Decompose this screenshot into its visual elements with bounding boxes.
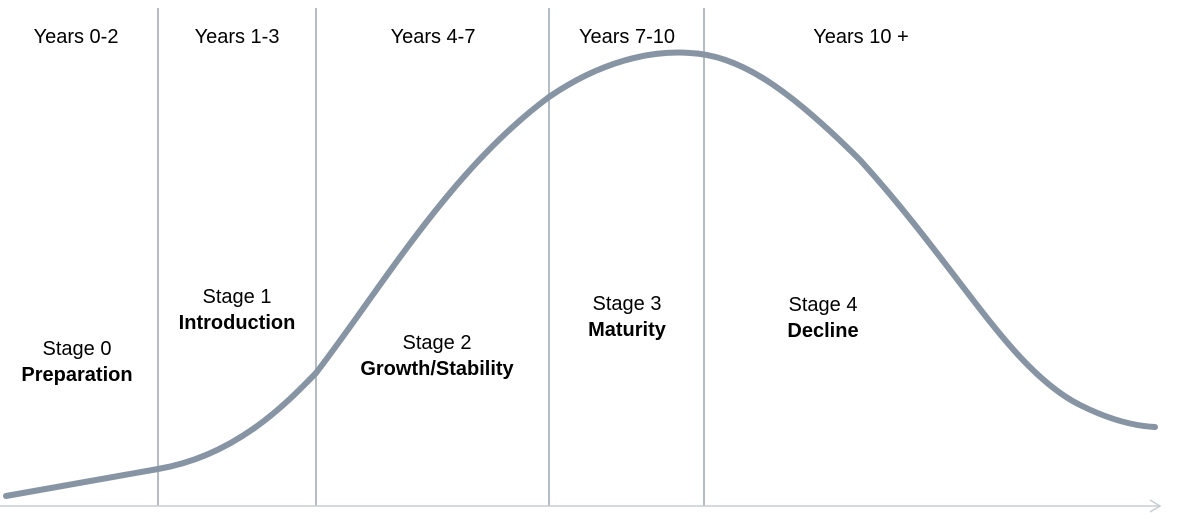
stage-0-number: Stage 0: [42, 338, 112, 360]
stage-2-name: Growth/Stability: [360, 358, 514, 380]
stage-3-name: Maturity: [588, 319, 666, 341]
stage-1-number: Stage 1: [202, 286, 272, 308]
stage-4-label: Stage 4 Decline: [787, 292, 858, 344]
stage-0-name: Preparation: [21, 364, 133, 386]
period-label-years-1-3: Years 1-3: [194, 26, 280, 48]
stage-0-label: Stage 0 Preparation: [21, 336, 132, 388]
lifecycle-curve: [3, 49, 1158, 499]
stage-1-name: Introduction: [178, 312, 296, 334]
stage-1-label: Stage 1 Introduction: [179, 284, 296, 336]
time-axis-arrowhead: [1149, 499, 1162, 513]
stage-4-number: Stage 4: [788, 294, 858, 316]
stage-4-name: Decline: [787, 320, 859, 342]
period-label-years-4-7: Years 4-7: [390, 26, 476, 48]
period-label-years-10-plus: Years 10 +: [813, 26, 909, 48]
stage-3-label: Stage 3 Maturity: [588, 291, 666, 343]
stage-2-label: Stage 2 Growth/Stability: [360, 330, 513, 382]
stage-2-number: Stage 2: [402, 332, 472, 354]
stage-3-number: Stage 3: [592, 293, 662, 315]
period-label-years-7-10: Years 7-10: [579, 26, 675, 48]
period-label-years-0-2: Years 0-2: [33, 26, 119, 48]
